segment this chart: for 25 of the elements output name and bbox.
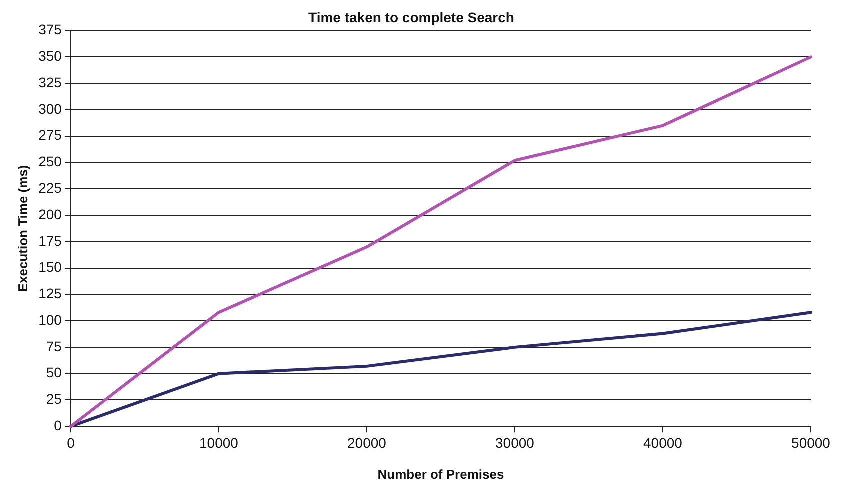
y-tick-label: 325 <box>38 74 62 90</box>
x-tick-label: 40000 <box>644 434 683 451</box>
y-tick-label: 100 <box>38 312 62 328</box>
y-axis-title: Execution Time (ms) <box>15 165 30 292</box>
y-tick-label: 125 <box>38 286 62 302</box>
y-tick-label: 25 <box>46 391 62 408</box>
y-tick-label: 225 <box>38 180 62 196</box>
y-tick-label: 300 <box>38 100 62 117</box>
y-tick-label: 0 <box>54 417 62 434</box>
y-tick-label: 50 <box>46 364 62 381</box>
x-axis-title: Number of Premises <box>378 466 504 482</box>
y-tick-label: 150 <box>38 259 62 276</box>
x-tick-label: 10000 <box>200 434 239 451</box>
y-tick-label: 375 <box>38 22 62 38</box>
y-tick-label: 250 <box>38 154 62 170</box>
y-tick-label: 200 <box>38 206 62 222</box>
y-tick-label: 175 <box>38 232 62 249</box>
y-tick-label: 75 <box>46 338 62 354</box>
x-tick-label: 0 <box>67 434 76 451</box>
x-tick-label: 30000 <box>496 434 535 451</box>
y-tick-label: 275 <box>38 127 62 144</box>
x-tick-label: 50000 <box>792 434 831 451</box>
y-tick-label: 350 <box>38 48 62 64</box>
chart-title: Time taken to complete Search <box>308 9 514 26</box>
x-tick-label: 20000 <box>348 434 387 451</box>
